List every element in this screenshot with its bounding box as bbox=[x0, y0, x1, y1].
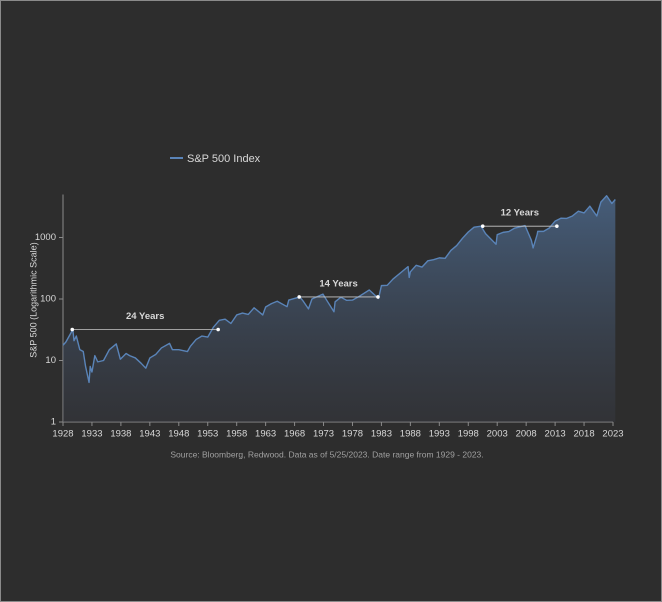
x-tick-label: 2008 bbox=[516, 429, 537, 440]
annotation-label: 14 Years bbox=[319, 278, 357, 289]
x-tick-label: 2023 bbox=[602, 429, 623, 440]
x-tick-label: 1978 bbox=[342, 429, 363, 440]
y-tick-label: 1000 bbox=[35, 232, 56, 243]
x-tick-label: 2013 bbox=[545, 429, 566, 440]
y-tick-label: 100 bbox=[40, 294, 56, 305]
x-tick-label: 1948 bbox=[168, 429, 189, 440]
x-tick-label: 1943 bbox=[139, 429, 160, 440]
annotation-dot bbox=[70, 327, 75, 332]
annotation-label: 12 Years bbox=[501, 208, 539, 219]
y-tick-label: 10 bbox=[45, 355, 56, 366]
x-tick-label: 2018 bbox=[573, 429, 594, 440]
annotation-dot bbox=[297, 295, 302, 299]
x-tick-label: 1988 bbox=[400, 429, 421, 440]
annotation-dot bbox=[555, 224, 559, 228]
annotation-dot bbox=[480, 224, 485, 228]
x-tick-label: 1998 bbox=[458, 429, 479, 440]
y-tick-label: 1 bbox=[51, 417, 56, 428]
y-axis-label: S&P 500 (Logarithmic Scale) bbox=[28, 242, 38, 357]
x-tick-label: 1968 bbox=[284, 429, 305, 440]
x-tick-label: 1953 bbox=[197, 429, 218, 440]
source-note: Source: Bloomberg, Redwood. Data as of 5… bbox=[170, 449, 483, 459]
x-tick-label: 1933 bbox=[81, 429, 102, 440]
annotation-dot bbox=[376, 295, 380, 299]
x-tick-label: 1928 bbox=[52, 429, 73, 440]
area bbox=[63, 195, 616, 422]
x-tick-label: 1973 bbox=[313, 429, 334, 440]
x-tick-label: 1958 bbox=[226, 429, 247, 440]
x-tick-label: 2003 bbox=[487, 429, 508, 440]
legend-label: S&P 500 Index bbox=[187, 153, 261, 165]
x-tick-label: 1938 bbox=[110, 429, 131, 440]
x-tick-label: 1983 bbox=[371, 429, 392, 440]
x-tick-label: 1993 bbox=[429, 429, 450, 440]
annotation-dot bbox=[216, 327, 220, 332]
annotation-label: 24 Years bbox=[126, 311, 164, 322]
x-tick-label: 1963 bbox=[255, 429, 276, 440]
